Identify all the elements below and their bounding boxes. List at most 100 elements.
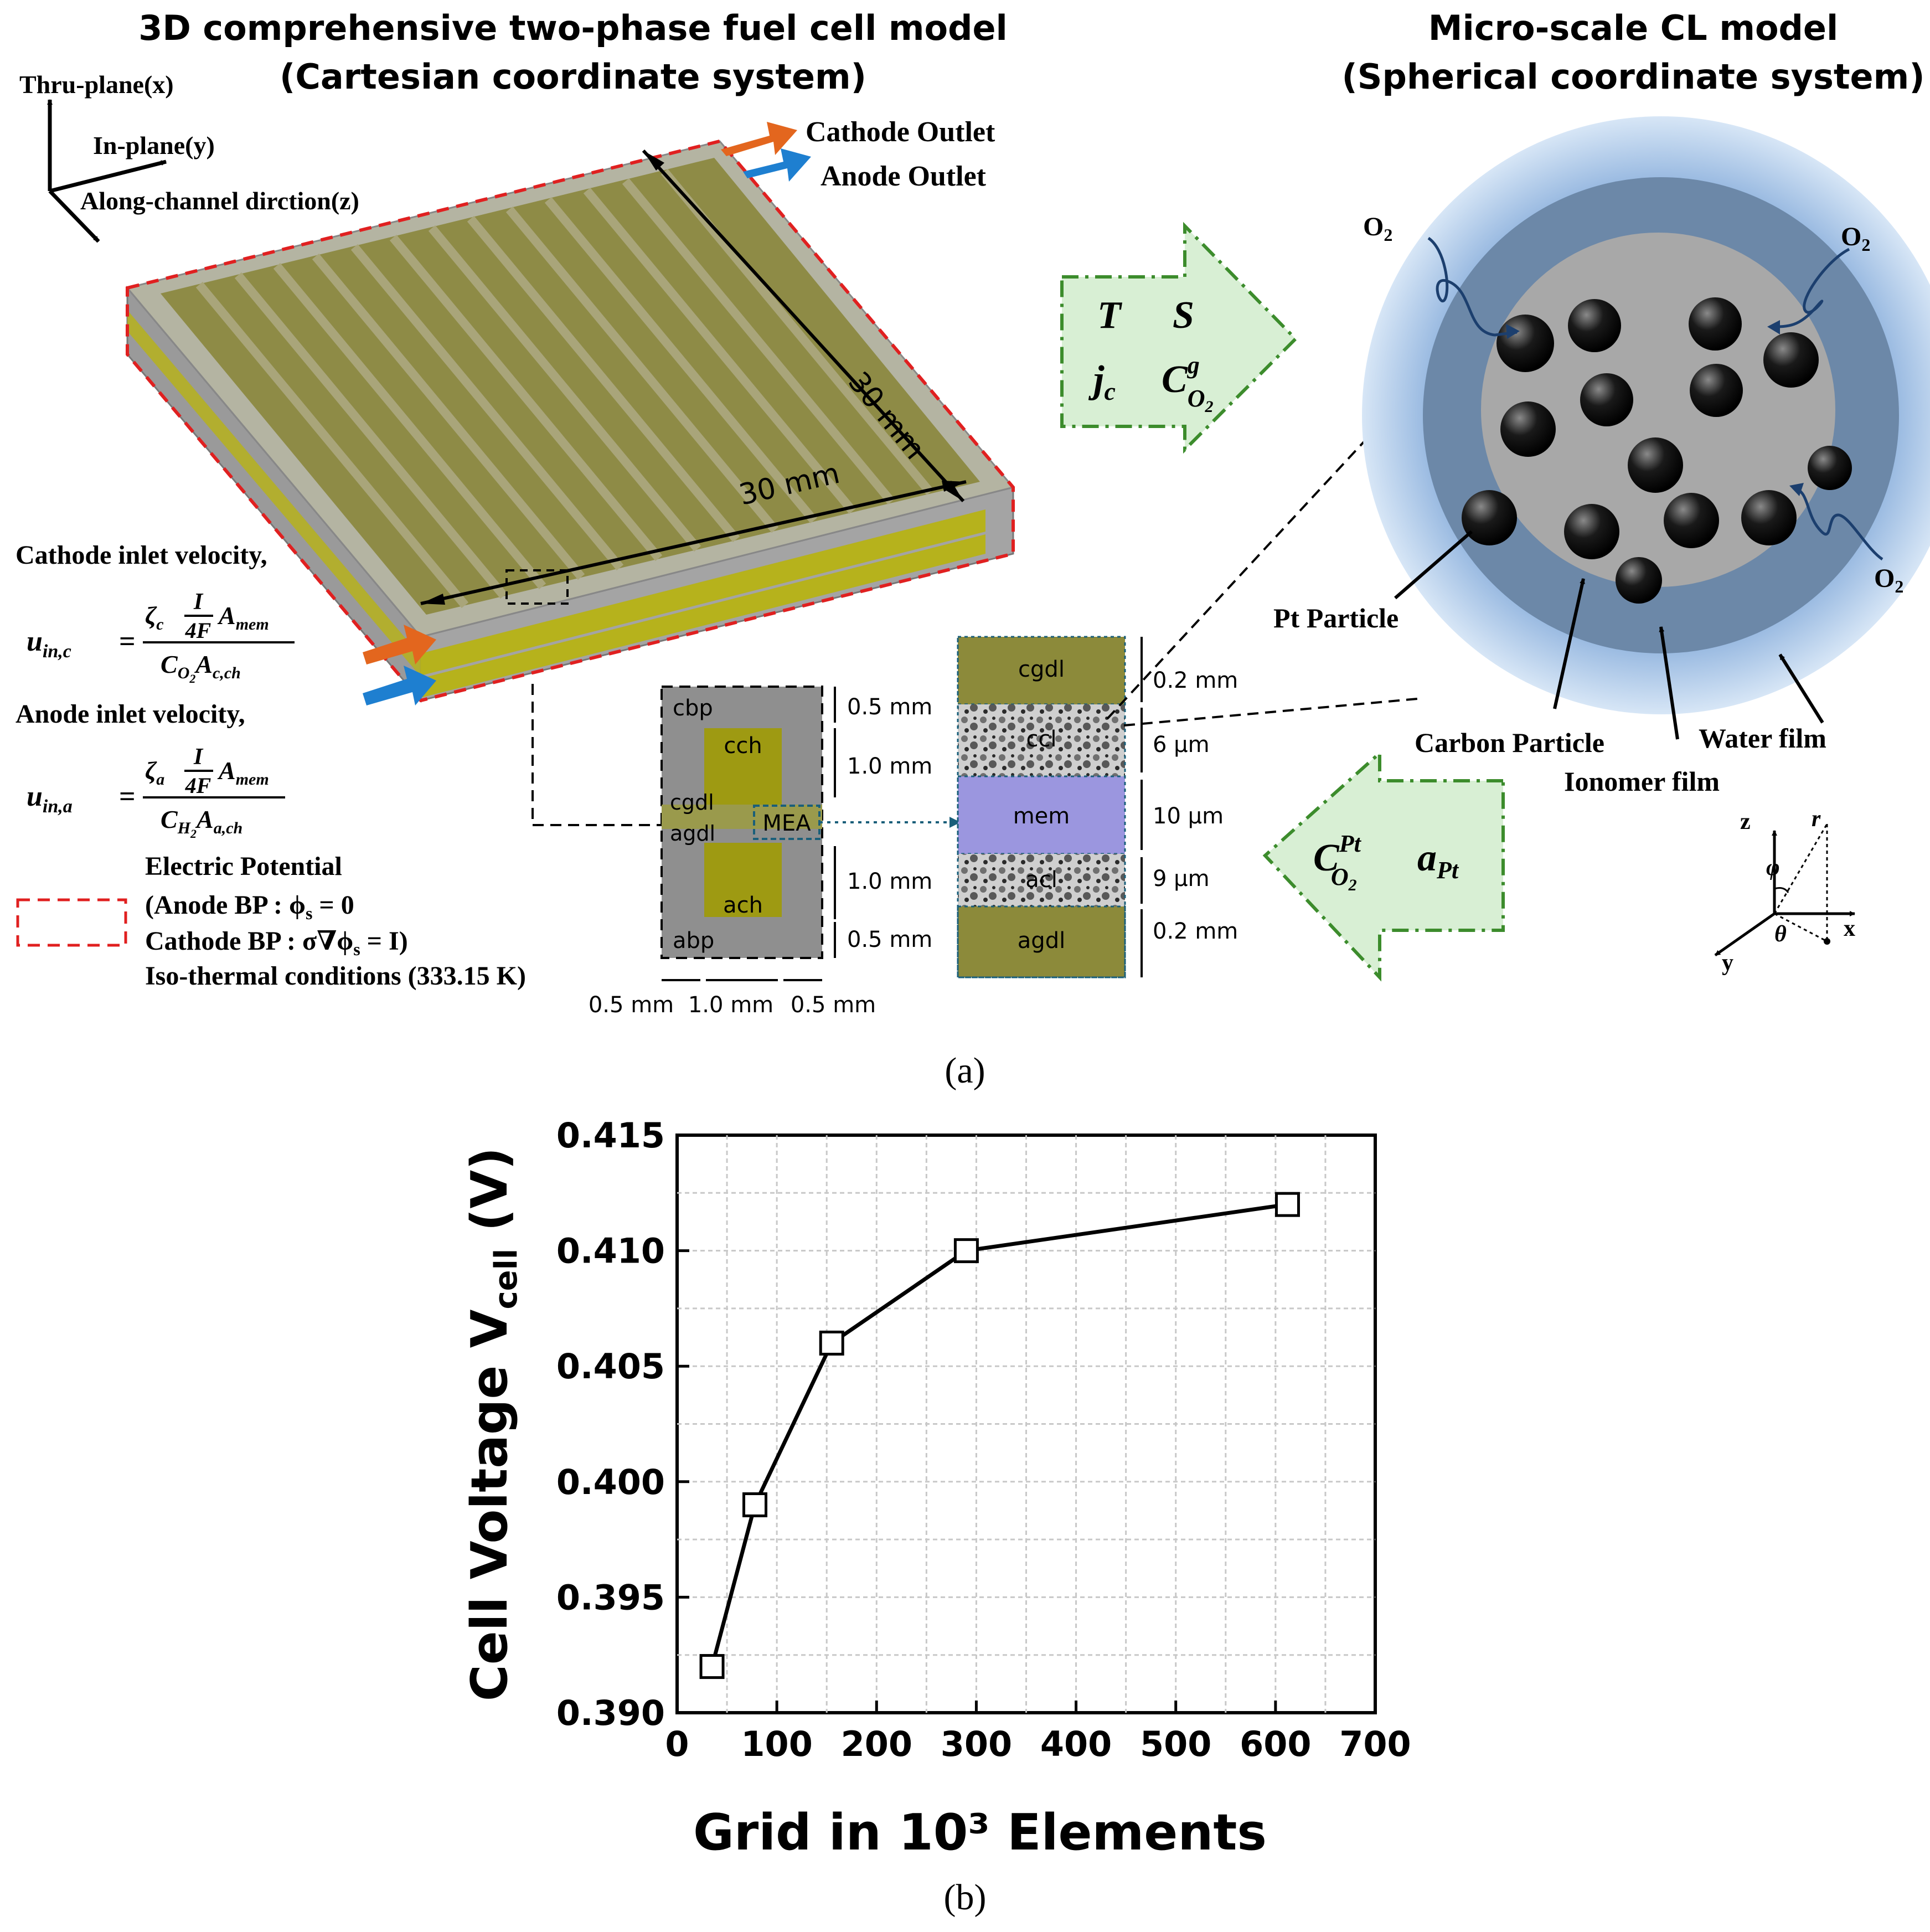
water-film-label: Water film <box>1699 723 1826 754</box>
grid-lines <box>677 1135 1375 1713</box>
series-markers <box>699 1192 1300 1679</box>
data-point-marker <box>819 1330 844 1356</box>
x-tick-label: 300 <box>941 1724 1012 1764</box>
cathode-outlet-arrow <box>721 122 797 156</box>
mea-layer-ccl: ccl <box>1026 727 1056 752</box>
cbp-label: cbp <box>673 695 713 721</box>
cathode-inlet-arrow <box>363 625 436 664</box>
mea-thickness-mem: 10 μm <box>1153 803 1224 829</box>
x-tick-label: 0 <box>665 1724 689 1764</box>
sphere-callout-lines <box>1394 530 1824 740</box>
boundary-anode-bp: (Anode BP : ϕs = 0 <box>145 890 354 923</box>
height-dim-3: 1.0 mm <box>847 869 932 894</box>
sph-axis-phi: φ <box>1766 855 1780 880</box>
y-tick-label: 0.395 <box>556 1577 665 1617</box>
o2-label-2: O2 <box>1841 222 1870 255</box>
spherical-axes-icon <box>1714 823 1855 957</box>
data-point-marker <box>953 1238 979 1264</box>
agdl-label: agdl <box>670 821 715 846</box>
sph-axis-z: z <box>1740 809 1751 834</box>
anode-outlet-arrow <box>743 148 811 182</box>
svg-text:S: S <box>1173 294 1194 337</box>
sph-axis-theta: θ <box>1774 921 1787 947</box>
svg-text:Amem: Amem <box>217 601 269 633</box>
svg-text:CH2Aa,ch: CH2Aa,ch <box>161 805 242 841</box>
left-title-line1: 3D comprehensive two-phase fuel cell mod… <box>138 8 1008 48</box>
boundary-cathode-bp: Cathode BP : σ∇ϕs = I) <box>145 926 408 959</box>
boundary-isothermal: Iso-thermal conditions (333.15 K) <box>145 961 526 991</box>
svg-text:T: T <box>1097 294 1123 337</box>
axis-thru-plane: Thru-plane(x) <box>19 70 174 99</box>
y-tick-label: 0.390 <box>556 1693 665 1733</box>
height-dim-1: 0.5 mm <box>847 694 932 720</box>
y-tick-label: 0.410 <box>556 1231 665 1271</box>
svg-text:=: = <box>119 626 136 657</box>
width-dim-3: 0.5 mm <box>791 992 876 1018</box>
svg-text:Amem: Amem <box>217 756 269 789</box>
x-tick-label: 700 <box>1339 1724 1411 1764</box>
y-tick-label: 0.415 <box>556 1115 665 1156</box>
boundary-title: Electric Potential <box>145 852 342 881</box>
axis-in-plane: In-plane(y) <box>93 131 215 159</box>
anode-inlet-equation: uin,a = ζa I 4F Amem CH2Aa,ch <box>27 744 285 841</box>
svg-text:ζc: ζc <box>145 601 164 633</box>
svg-text:4F: 4F <box>185 773 211 798</box>
mea-thickness-cgdl: 0.2 mm <box>1153 668 1238 693</box>
cartesian-axes-icon <box>47 99 167 243</box>
o2-label-3: O2 <box>1874 564 1903 596</box>
cross-section-unit-cell <box>531 684 961 959</box>
flow-channels <box>195 168 934 609</box>
x-axis-title: Grid in 10³ Elements <box>693 1804 1267 1862</box>
panel-b-label: (b) <box>944 1877 987 1918</box>
mea-label: MEA <box>762 811 811 836</box>
anode-outlet-label: Anode Outlet <box>820 161 987 192</box>
right-title-line2: (Spherical coordinate system) <box>1341 56 1924 97</box>
mea-layer-mem: mem <box>1013 803 1070 829</box>
o2-label-1: O2 <box>1363 212 1392 245</box>
mea-layer-acl: acl <box>1025 867 1057 893</box>
mea-thickness-acl: 9 μm <box>1153 866 1210 892</box>
svg-text:I: I <box>193 744 204 770</box>
x-tick-label: 500 <box>1140 1724 1211 1764</box>
mea-layer-agdl: agdl <box>1018 928 1065 954</box>
x-tick-label: 200 <box>841 1724 912 1764</box>
panel-a-label: (a) <box>945 1050 985 1091</box>
bp-boundary-outline <box>126 139 1015 703</box>
data-point-marker <box>742 1492 768 1518</box>
x-tick-label: 100 <box>741 1724 812 1764</box>
micro-to-macro-vars: CPt O2 aPt <box>1313 830 1459 894</box>
y-tick-label: 0.405 <box>556 1346 665 1387</box>
pt-particle-label: Pt Particle <box>1273 602 1399 633</box>
cathode-inlet-equation: uin,c = ζc I 4F Amem CO2Ac,ch <box>27 589 295 686</box>
svg-text:uin,c: uin,c <box>27 626 71 662</box>
right-title-line1: Micro-scale CL model <box>1428 8 1838 48</box>
x-ticks: 0 100 200 300 400 500 600 700 <box>665 1701 1411 1764</box>
ionomer-film-label: Ionomer film <box>1564 766 1720 797</box>
macro-to-micro-vars: T S jc Cg O2 <box>1088 294 1213 416</box>
sph-axis-x: x <box>1844 916 1855 941</box>
cathode-outlet-label: Cathode Outlet <box>806 116 995 148</box>
svg-text:=: = <box>119 781 136 812</box>
sph-axis-y: y <box>1722 950 1733 976</box>
data-point-marker <box>699 1654 725 1679</box>
grid-convergence-chart: 0 100 200 300 400 500 600 700 0.3900.3950.4000.… <box>461 1115 1411 1918</box>
panel-a: 3D comprehensive two-phase fuel cell mod… <box>16 8 1930 1091</box>
mea-layer-cgdl: cgdl <box>1018 657 1065 682</box>
svg-text:uin,a: uin,a <box>27 781 73 817</box>
x-tick-label: 600 <box>1240 1724 1311 1764</box>
sph-axis-r: r <box>1812 806 1821 832</box>
catalyst-agglomerate-sphere <box>1362 116 1930 714</box>
width-dim-1: 0.5 mm <box>589 992 674 1018</box>
svg-text:4F: 4F <box>185 618 211 643</box>
height-dim-4: 0.5 mm <box>847 927 932 952</box>
pt-particles <box>1462 297 1852 604</box>
left-title-line2: (Cartesian coordinate system) <box>280 56 866 97</box>
boundary-legend-swatch <box>16 898 127 947</box>
height-dim-2: 1.0 mm <box>847 754 932 779</box>
cathode-inlet-label: Cathode inlet velocity, <box>16 540 267 570</box>
x-tick-label: 400 <box>1040 1724 1112 1764</box>
micro-to-macro-arrow <box>1262 749 1505 982</box>
